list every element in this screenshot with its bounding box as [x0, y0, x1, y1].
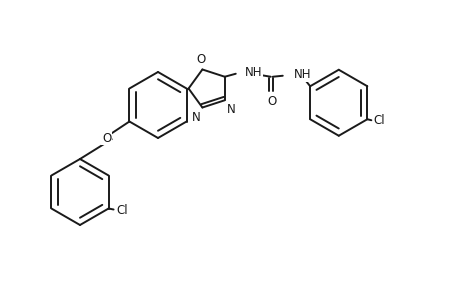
Text: O: O [196, 53, 206, 67]
Text: O: O [102, 132, 111, 145]
Text: N: N [191, 110, 200, 124]
Text: Cl: Cl [373, 114, 384, 127]
Text: N: N [226, 103, 235, 116]
Text: O: O [267, 95, 276, 108]
Text: NH: NH [244, 66, 262, 79]
Text: Cl: Cl [116, 204, 128, 217]
Text: NH: NH [293, 68, 311, 81]
